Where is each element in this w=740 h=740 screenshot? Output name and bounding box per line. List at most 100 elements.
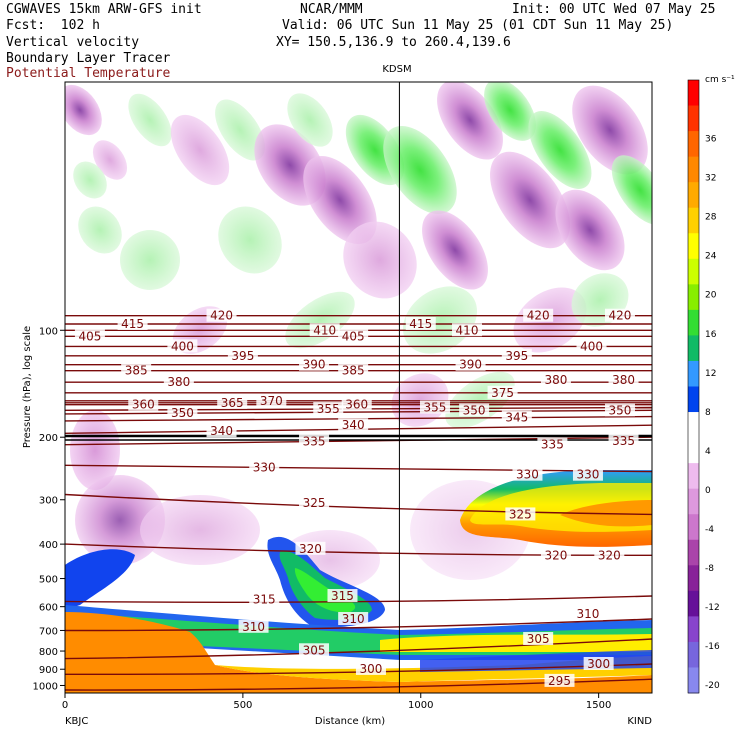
theta-label: 330 — [577, 468, 600, 482]
theta-label: 335 — [541, 438, 564, 452]
station-right: KIND — [627, 716, 652, 727]
wave-cell — [422, 210, 488, 290]
colorbar-swatch — [688, 360, 699, 387]
bl-band-yellow — [380, 634, 652, 652]
y-tick-label: 800 — [39, 647, 58, 658]
theta-label-bg — [419, 400, 450, 414]
theta-label: 395 — [505, 349, 528, 363]
y-tick-label: 1000 — [33, 681, 58, 692]
colorbar-label: -12 — [705, 603, 720, 613]
theta-label: 325 — [509, 507, 532, 521]
colorbar-label: 4 — [705, 447, 711, 457]
theta-label: 415 — [409, 317, 432, 331]
theta-label-bg — [540, 372, 571, 386]
theta-label-bg — [604, 403, 635, 417]
colorbar-label: 8 — [705, 408, 711, 418]
x-axis-label: Distance (km) — [315, 716, 385, 727]
theta-label: 405 — [342, 329, 365, 343]
theta-label: 300 — [587, 657, 610, 671]
theta-label: 310 — [242, 620, 265, 634]
colorbar-frame — [687, 79, 700, 694]
y-tick-label: 500 — [39, 575, 58, 586]
station-mid: KDSM — [382, 64, 411, 75]
boundary-layer-orange — [65, 612, 652, 693]
wave-cell — [128, 93, 172, 147]
theta-isentrope — [65, 436, 652, 446]
left-descent-region — [70, 410, 120, 490]
colorbar-swatch — [688, 207, 699, 234]
theta-label-bg — [540, 548, 571, 562]
theta-label: 355 — [317, 402, 340, 416]
theta-label-bg — [505, 507, 536, 521]
theta-label-bg — [523, 632, 554, 646]
valid-time: Valid: 06 UTC Sun 11 May 25 (01 CDT Sun … — [282, 18, 674, 33]
y-tick-label: 600 — [39, 603, 58, 614]
theta-label: 320 — [299, 542, 322, 556]
theta-label: 390 — [459, 358, 482, 372]
theta-label-bg — [74, 329, 105, 343]
theta-label-bg — [455, 357, 486, 371]
theta-label-bg — [327, 589, 358, 603]
colorbar-label: 24 — [705, 252, 717, 262]
y-tick-label: 400 — [39, 540, 58, 551]
x-tick-label: 0 — [62, 700, 68, 711]
theta-isentrope — [65, 595, 652, 604]
theta-label-bg — [338, 418, 369, 432]
theta-label-bg — [249, 592, 280, 606]
theta-label-bg — [167, 406, 198, 420]
theta-label: 385 — [125, 364, 148, 378]
colorbar-swatch — [688, 412, 699, 439]
theta-label-bg — [295, 541, 326, 555]
theta-label: 415 — [121, 317, 144, 331]
theta-label: 330 — [253, 460, 276, 474]
colorbar-swatch — [688, 565, 699, 592]
colorbar-swatch — [688, 156, 699, 183]
theta-label: 420 — [527, 309, 550, 323]
theta-label: 420 — [210, 309, 233, 323]
theta-label: 305 — [303, 643, 326, 657]
wave-cell — [437, 82, 503, 160]
theta-label: 325 — [303, 496, 326, 510]
theta-label-bg — [341, 397, 372, 411]
theta-label: 340 — [210, 424, 233, 438]
theta-label-bg — [604, 308, 635, 322]
theta-label-bg — [608, 372, 639, 386]
y-axis-label: Pressure (hPa), log scale — [22, 326, 33, 448]
colorbar-swatch — [688, 182, 699, 209]
x-axis: 0 500 1000 1500 — [62, 693, 611, 711]
theta-isentrope — [65, 638, 652, 660]
theta-label-bg — [238, 619, 269, 633]
mid-descent-region — [75, 475, 165, 565]
theta-label: 350 — [171, 406, 194, 420]
colorbar-swatch — [688, 667, 699, 694]
theta-label: 340 — [342, 418, 365, 432]
theta-label: 385 — [342, 364, 365, 378]
colorbar-swatch — [688, 258, 699, 285]
colorbar-swatch — [688, 590, 699, 617]
y-tick-label: 300 — [39, 496, 58, 507]
colorbar-swatch — [688, 488, 699, 515]
field-boundary-layer-tracer: Boundary Layer Tracer — [6, 51, 171, 66]
theta-label: 375 — [491, 386, 514, 400]
field-potential-temperature: Potential Temperature — [6, 66, 171, 81]
theta-isentrope — [65, 409, 652, 415]
y-tick-label: 900 — [39, 665, 58, 676]
theta-label-bg — [594, 548, 625, 562]
theta-label-bg — [576, 339, 607, 353]
theta-label: 390 — [303, 358, 326, 372]
theta-label-bg — [299, 495, 330, 509]
theta-label-bg — [405, 316, 436, 330]
theta-label: 400 — [580, 339, 603, 353]
theta-label-bg — [163, 375, 194, 389]
theta-label-bg — [523, 308, 554, 322]
colorbar-swatch — [688, 437, 699, 464]
theta-label-bg — [117, 316, 148, 330]
colorbar-swatch — [688, 539, 699, 566]
theta-isentrope — [65, 493, 652, 516]
colorbar-swatch — [688, 284, 699, 311]
colorbar-unit: cm s⁻¹ — [705, 75, 735, 85]
theta-label-bg — [256, 393, 287, 407]
colorbar-label: -20 — [705, 681, 720, 691]
colorbar-label: -8 — [705, 564, 714, 574]
